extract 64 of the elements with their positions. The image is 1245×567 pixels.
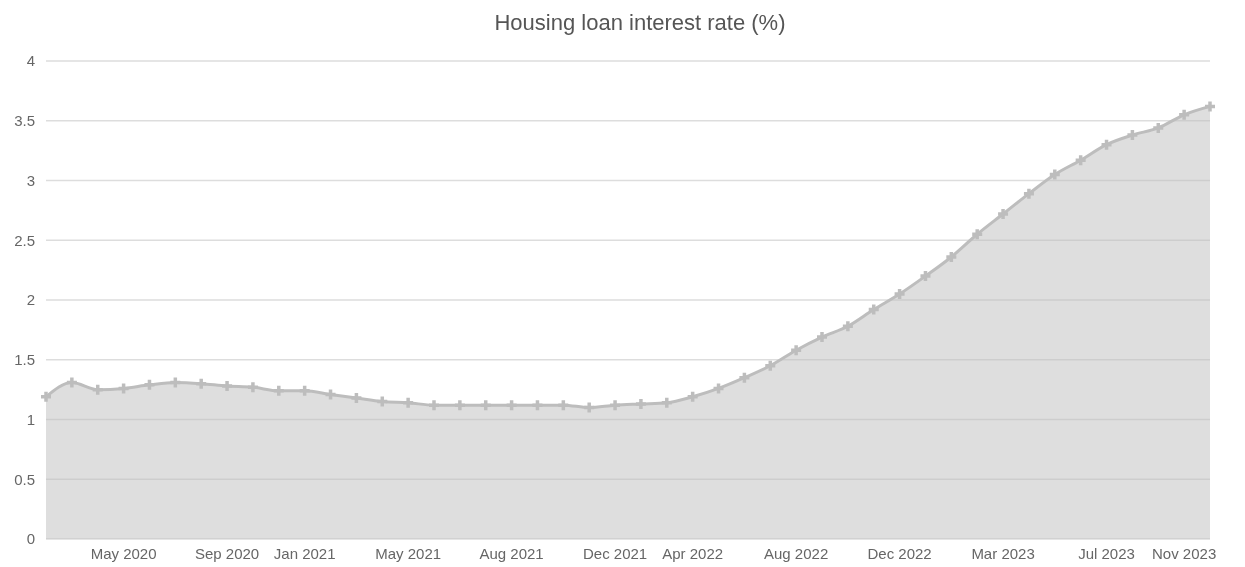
- point: [1177, 108, 1191, 122]
- y-tick-label: 3: [26, 171, 35, 189]
- point: [841, 319, 855, 334]
- point: [194, 376, 208, 391]
- y-tick-label: 0.5: [14, 470, 35, 488]
- point: [711, 381, 726, 396]
- point: [970, 227, 984, 242]
- y-tick-label: 2: [26, 291, 35, 309]
- x-tick-label: Aug 2022: [764, 545, 829, 562]
- point: [1099, 137, 1114, 152]
- x-tick-label: Nov 2023: [1152, 545, 1217, 562]
- x-tick-label: Dec 2022: [867, 545, 932, 562]
- x-tick-label: May 2021: [375, 545, 442, 562]
- point: [660, 396, 674, 410]
- point: [1151, 121, 1166, 135]
- x-tick-label: Mar 2023: [971, 545, 1035, 562]
- y-tick-label: 2.5: [14, 231, 35, 249]
- point: [866, 302, 881, 317]
- x-tick-label: Sep 2020: [194, 545, 260, 562]
- point: [530, 398, 545, 412]
- point: [685, 390, 700, 404]
- y-tick-label: 0: [26, 530, 35, 548]
- point: [608, 398, 622, 412]
- point: [634, 397, 648, 411]
- point: [504, 398, 519, 412]
- x-tick-label: May 2020: [90, 545, 157, 562]
- point: [116, 381, 131, 396]
- y-tick-label: 1: [26, 410, 35, 428]
- point: [1073, 153, 1088, 167]
- point: [65, 375, 79, 390]
- y-tick-label: 3.5: [14, 112, 35, 129]
- point: [737, 370, 752, 385]
- point: [556, 398, 571, 412]
- point: [323, 387, 338, 402]
- point: [478, 398, 493, 412]
- point: [349, 391, 364, 405]
- x-tick-label: Apr 2022: [662, 545, 724, 562]
- point: [453, 398, 467, 412]
- point: [1048, 167, 1062, 182]
- point: [375, 394, 390, 409]
- point: [763, 358, 778, 373]
- chart-title: Housing loan interest rate (%): [494, 10, 786, 35]
- x-tick-label: Jan 2021: [273, 545, 336, 562]
- point: [90, 382, 105, 397]
- y-tick-label: 4: [26, 52, 35, 70]
- point: [582, 400, 596, 415]
- point: [1125, 128, 1140, 142]
- point: [892, 287, 907, 301]
- point: [918, 269, 933, 283]
- y-tick-label: 1.5: [14, 351, 35, 368]
- point: [427, 398, 441, 412]
- point: [246, 380, 260, 394]
- point: [944, 250, 959, 264]
- point: [220, 379, 234, 393]
- x-tick-label: Aug 2021: [479, 545, 544, 562]
- point: [815, 330, 829, 344]
- point: [142, 378, 157, 392]
- x-tick-label: Jul 2023: [1078, 545, 1135, 562]
- x-tick-label: Dec 2021: [582, 545, 648, 562]
- point: [401, 396, 415, 410]
- point: [1022, 186, 1036, 201]
- point: [996, 207, 1010, 221]
- point: [272, 384, 286, 398]
- point: [789, 343, 803, 357]
